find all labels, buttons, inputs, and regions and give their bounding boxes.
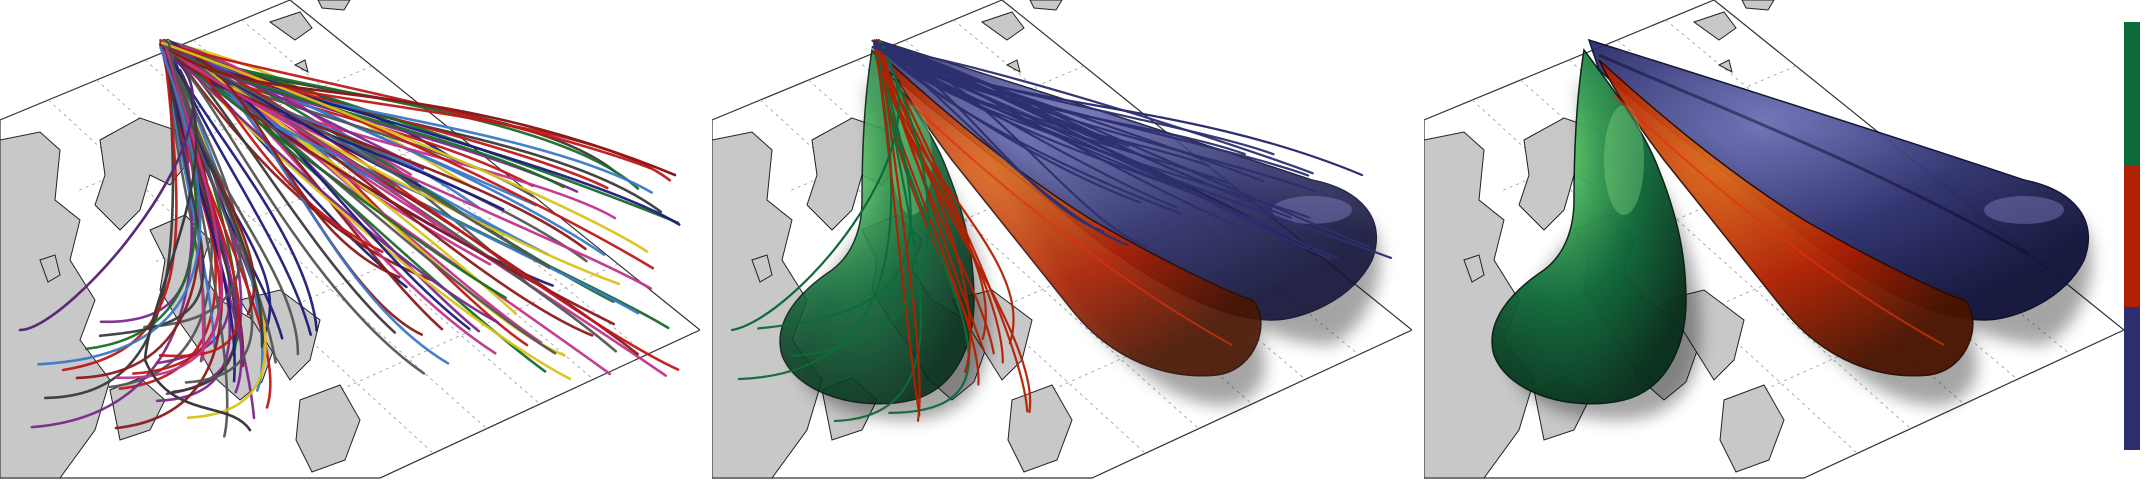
trajectory-line bbox=[876, 46, 970, 414]
cluster-hull-green bbox=[1491, 48, 1687, 405]
trajectory-line bbox=[165, 42, 653, 170]
trajectory-line bbox=[873, 45, 1314, 175]
trajectory-line bbox=[98, 43, 205, 338]
trajectory-line bbox=[158, 43, 587, 251]
colorbar-segment-red bbox=[2124, 164, 2140, 308]
trajectory-line bbox=[879, 43, 1114, 147]
trajectory-line bbox=[160, 42, 401, 279]
colorbar-segment-green bbox=[2124, 22, 2140, 165]
trajectory-line bbox=[143, 68, 252, 432]
trajectory-line bbox=[37, 46, 202, 366]
trajectory-line bbox=[885, 48, 1364, 177]
panel-canvas bbox=[0, 0, 700, 479]
trajectory-line bbox=[730, 58, 901, 332]
trajectory-line bbox=[167, 42, 300, 356]
panel-canvas bbox=[712, 0, 1412, 479]
trajectory-line bbox=[165, 41, 476, 190]
trajectory-line bbox=[168, 48, 677, 177]
trajectory-bundle bbox=[18, 38, 681, 438]
trajectory-line bbox=[875, 45, 1015, 345]
trajectory-bundle bbox=[730, 38, 1393, 423]
panel-canvas bbox=[1424, 0, 2124, 479]
cluster-hulls bbox=[1491, 38, 2092, 420]
trajectory-line bbox=[874, 42, 1105, 233]
trajectory-line bbox=[162, 45, 500, 324]
trajectory-line bbox=[61, 43, 178, 372]
trajectory-line bbox=[879, 43, 1178, 189]
cluster-hull-green bbox=[779, 48, 975, 405]
trajectory-line bbox=[165, 43, 437, 226]
trajectory-line bbox=[875, 40, 1311, 219]
trajectory-line bbox=[791, 41, 930, 358]
map-layer bbox=[0, 0, 700, 479]
cluster-hull-red bbox=[886, 59, 1262, 377]
panel-trajectories-with-hulls bbox=[712, 0, 1412, 480]
trajectory-line bbox=[874, 46, 921, 417]
colorbar-segment-blue bbox=[2124, 307, 2140, 451]
panel-trajectories bbox=[0, 0, 700, 480]
trajectory-line bbox=[18, 58, 195, 332]
trajectory-line bbox=[737, 44, 893, 381]
trajectory-line bbox=[876, 44, 985, 352]
trajectory-line bbox=[166, 40, 557, 355]
cluster-colorbar bbox=[2124, 22, 2140, 451]
trajectory-line bbox=[876, 43, 1228, 184]
trajectory-line bbox=[877, 46, 972, 374]
panel-hulls bbox=[1424, 0, 2124, 480]
trajectory-line bbox=[115, 40, 224, 380]
cluster-hull-red bbox=[1598, 59, 1974, 377]
trajectory-line bbox=[160, 41, 649, 253]
trajectory-line bbox=[878, 42, 921, 422]
